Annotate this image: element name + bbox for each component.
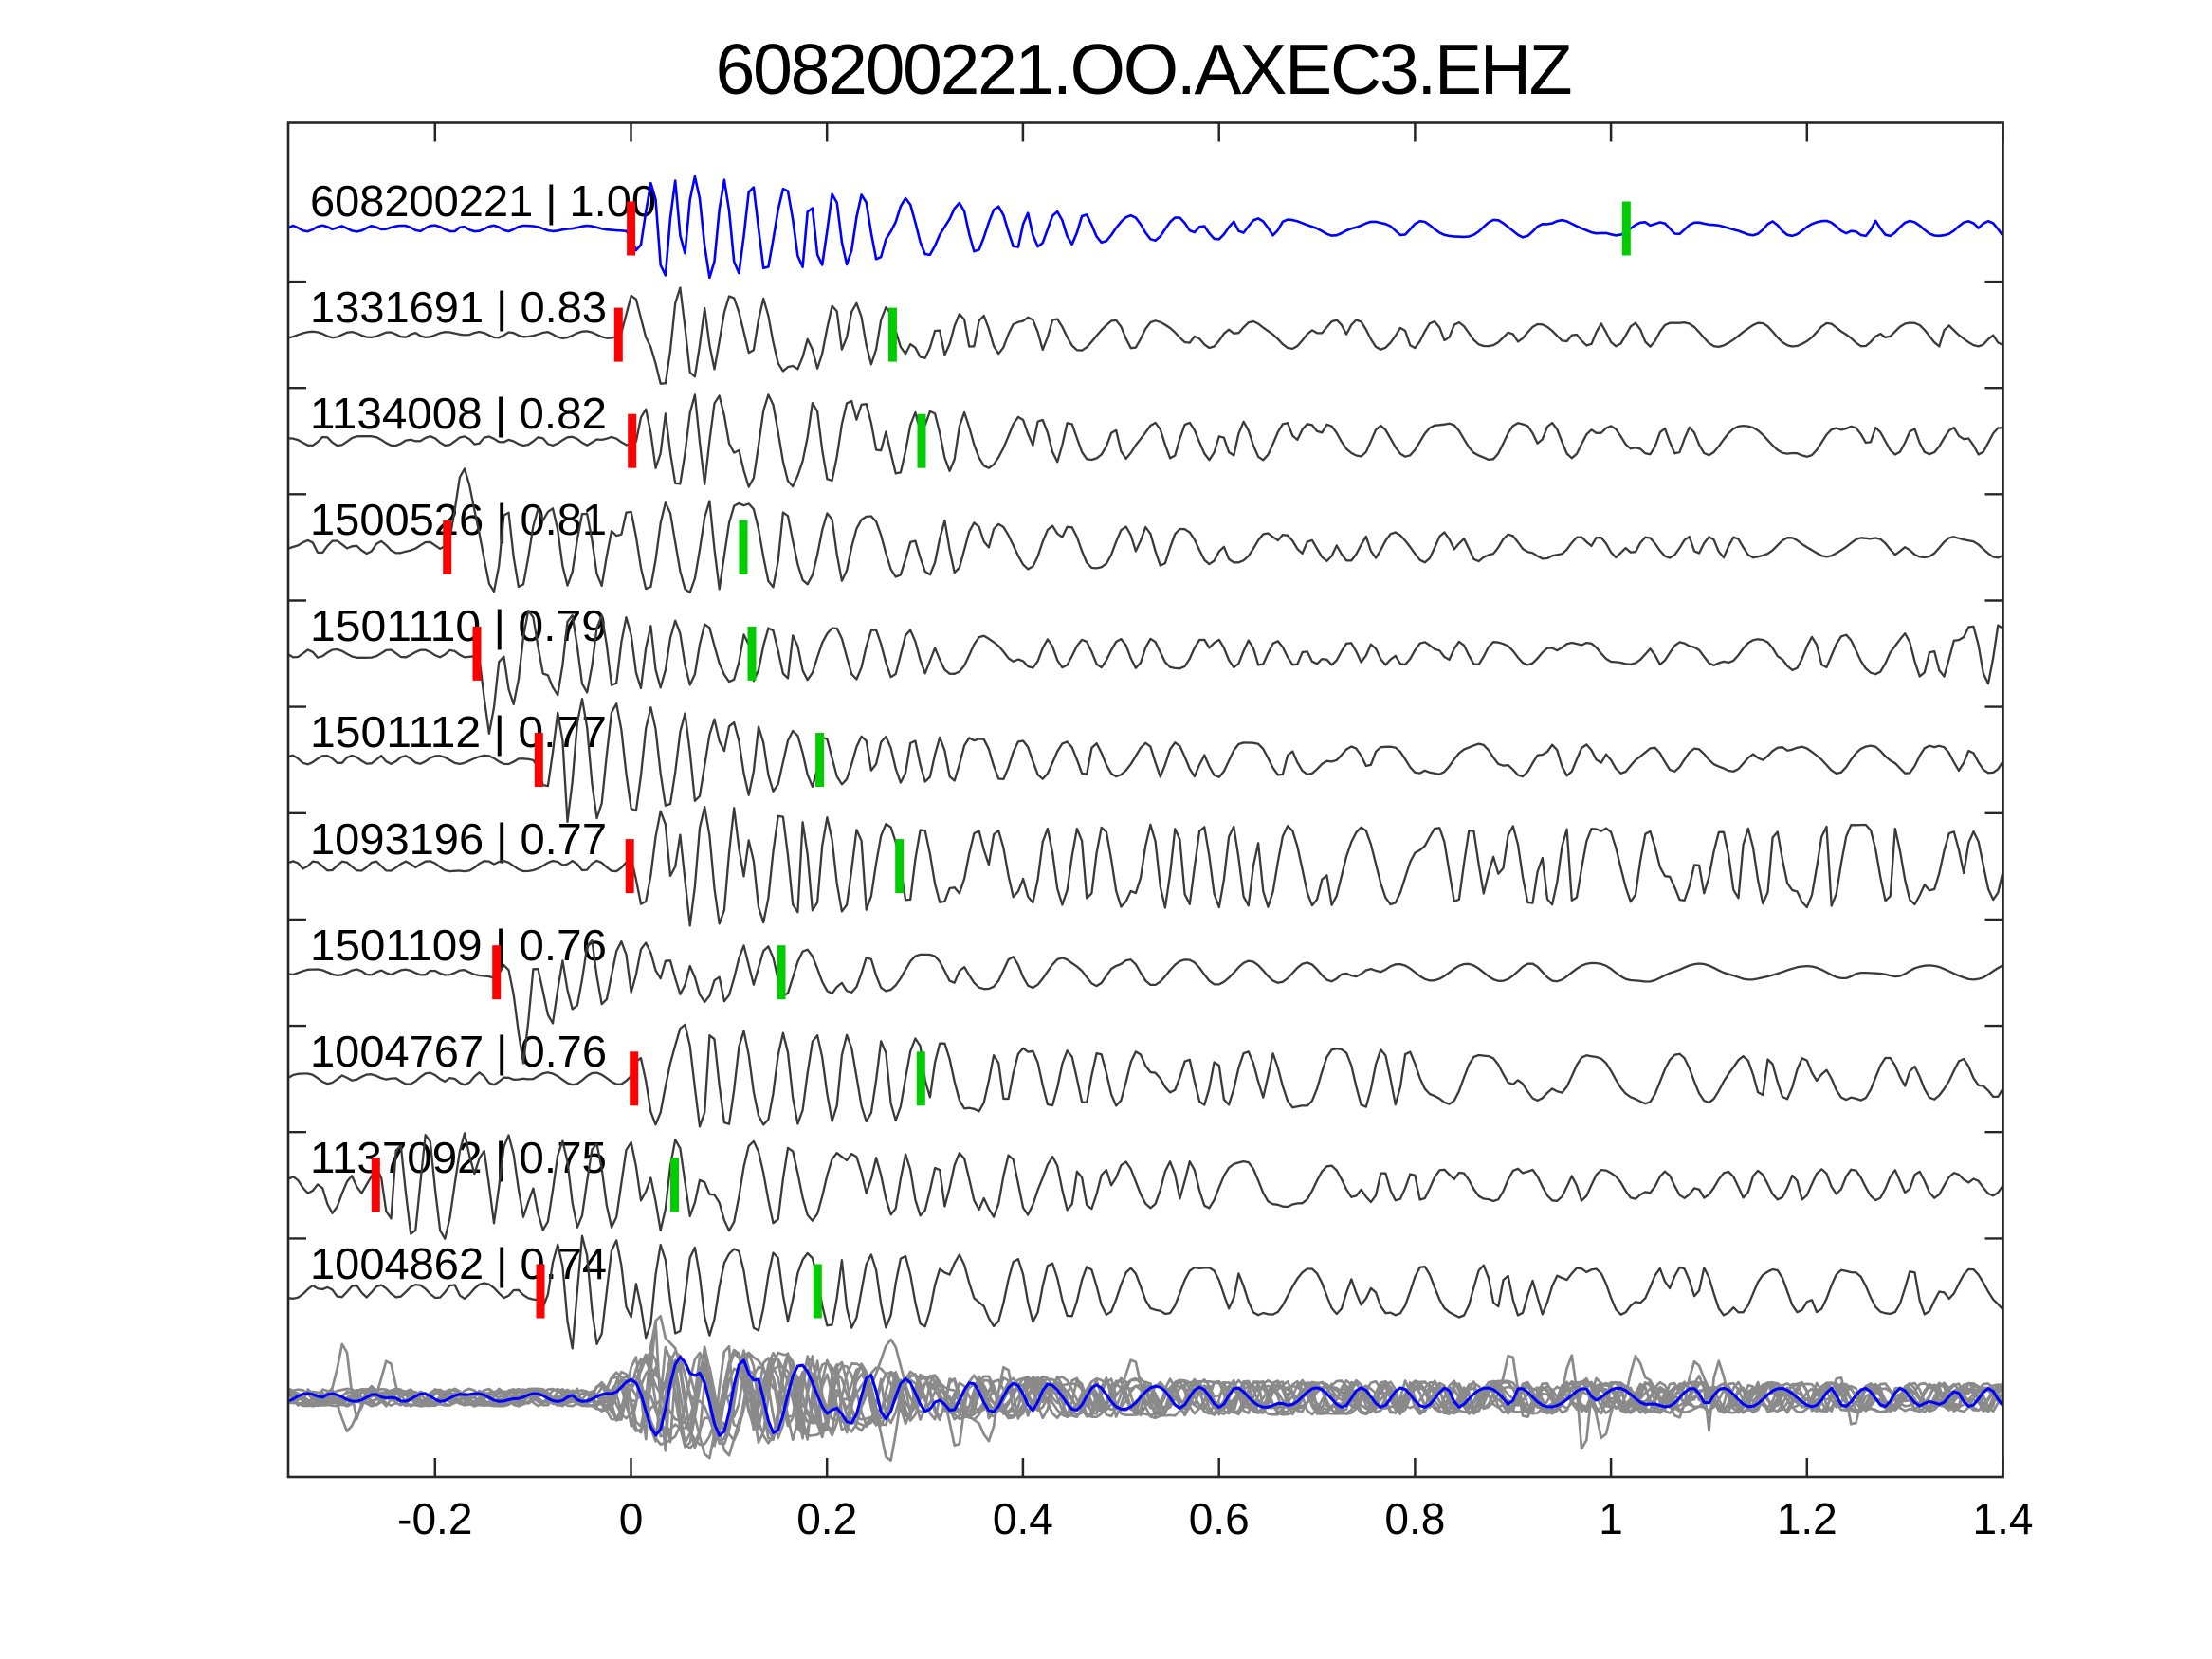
svg-text:1331691 | 0.83: 1331691 | 0.83	[310, 283, 607, 332]
svg-text:1093196 | 0.77: 1093196 | 0.77	[310, 814, 607, 864]
svg-text:0.6: 0.6	[1189, 1494, 1250, 1543]
svg-text:1500526 | 0.81: 1500526 | 0.81	[310, 495, 607, 544]
svg-text:1501109 | 0.76: 1501109 | 0.76	[310, 921, 607, 970]
svg-text:-0.2: -0.2	[397, 1494, 472, 1543]
svg-text:608200221 | 1.00: 608200221 | 1.00	[310, 176, 656, 226]
svg-text:0.4: 0.4	[993, 1494, 1053, 1543]
svg-text:0: 0	[619, 1494, 644, 1543]
svg-text:1004767 | 0.76: 1004767 | 0.76	[310, 1027, 607, 1076]
svg-text:1.4: 1.4	[1973, 1494, 2034, 1543]
svg-text:608200221.OO.AXEC3.EHZ: 608200221.OO.AXEC3.EHZ	[716, 29, 1573, 109]
svg-text:0.8: 0.8	[1384, 1494, 1445, 1543]
svg-text:1501110 | 0.79: 1501110 | 0.79	[310, 601, 607, 650]
svg-text:1.2: 1.2	[1777, 1494, 1837, 1543]
svg-text:0.2: 0.2	[796, 1494, 857, 1543]
svg-text:1: 1	[1599, 1494, 1623, 1543]
svg-text:1134008 | 0.82: 1134008 | 0.82	[310, 389, 607, 438]
